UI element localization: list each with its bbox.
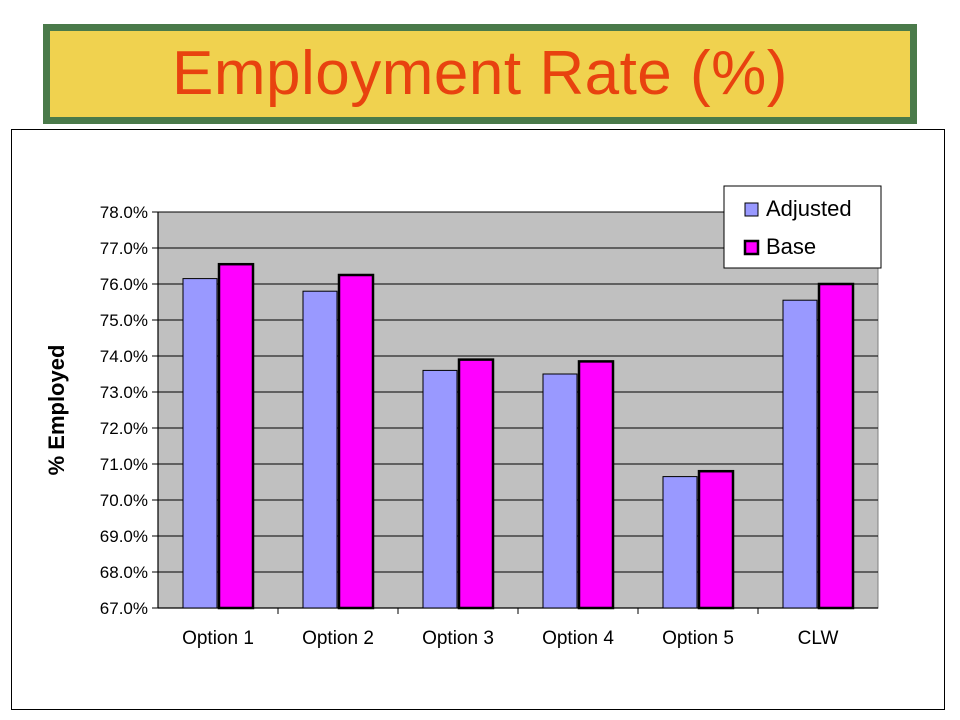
y-tick-label: 67.0% — [100, 599, 148, 618]
bar-base-option-1 — [217, 262, 255, 610]
title-banner: Employment Rate (%) — [43, 24, 917, 124]
y-tick-label: 71.0% — [100, 455, 148, 474]
y-tick-label: 70.0% — [100, 491, 148, 510]
x-tick-label: Option 5 — [662, 628, 734, 649]
bar-base-option-5 — [697, 469, 735, 610]
y-tick-label: 77.0% — [100, 239, 148, 258]
y-tick-label: 76.0% — [100, 275, 148, 294]
y-tick-label: 69.0% — [100, 527, 148, 546]
y-tick-label: 73.0% — [100, 383, 148, 402]
y-tick-label: 78.0% — [100, 203, 148, 222]
bar-base-clw — [817, 282, 855, 610]
y-axis-title: % Employed — [44, 345, 69, 476]
legend-label-adjusted: Adjusted — [766, 196, 852, 221]
x-tick-label: Option 4 — [542, 628, 614, 649]
x-tick-label: CLW — [798, 628, 839, 649]
bar-adjusted-option-5 — [662, 476, 698, 609]
y-tick-label: 74.0% — [100, 347, 148, 366]
bar-adjusted-clw — [782, 299, 818, 609]
bar-base-option-2 — [337, 273, 375, 610]
bar-adjusted-option-4 — [542, 373, 578, 609]
x-tick-label: Option 2 — [302, 628, 374, 649]
page-title: Employment Rate (%) — [172, 39, 788, 108]
plot-area — [157, 211, 879, 609]
chart-frame: 67.0% 68.0% 69.0% 70.0% 71.0% 72.0% 73.0% 74.0%… — [11, 129, 945, 710]
bar-base-option-4 — [577, 360, 615, 610]
legend-swatch-adjusted — [744, 202, 759, 217]
employment-rate-chart: 67.0% 68.0% 69.0% 70.0% 71.0% 72.0% 73.0% 74.0%… — [44, 185, 882, 649]
legend-swatch-base — [743, 239, 760, 256]
bar-adjusted-option-3 — [422, 369, 458, 609]
bar-base-option-3 — [457, 358, 495, 610]
y-tick-label: 72.0% — [100, 419, 148, 438]
legend-label-base: Base — [766, 234, 816, 259]
x-tick-label: Option 3 — [422, 628, 494, 649]
bar-adjusted-option-2 — [302, 290, 338, 609]
y-tick-label: 75.0% — [100, 311, 148, 330]
y-tick-label: 68.0% — [100, 563, 148, 582]
bar-adjusted-option-1 — [182, 278, 218, 609]
x-tick-label: Option 1 — [182, 628, 254, 649]
